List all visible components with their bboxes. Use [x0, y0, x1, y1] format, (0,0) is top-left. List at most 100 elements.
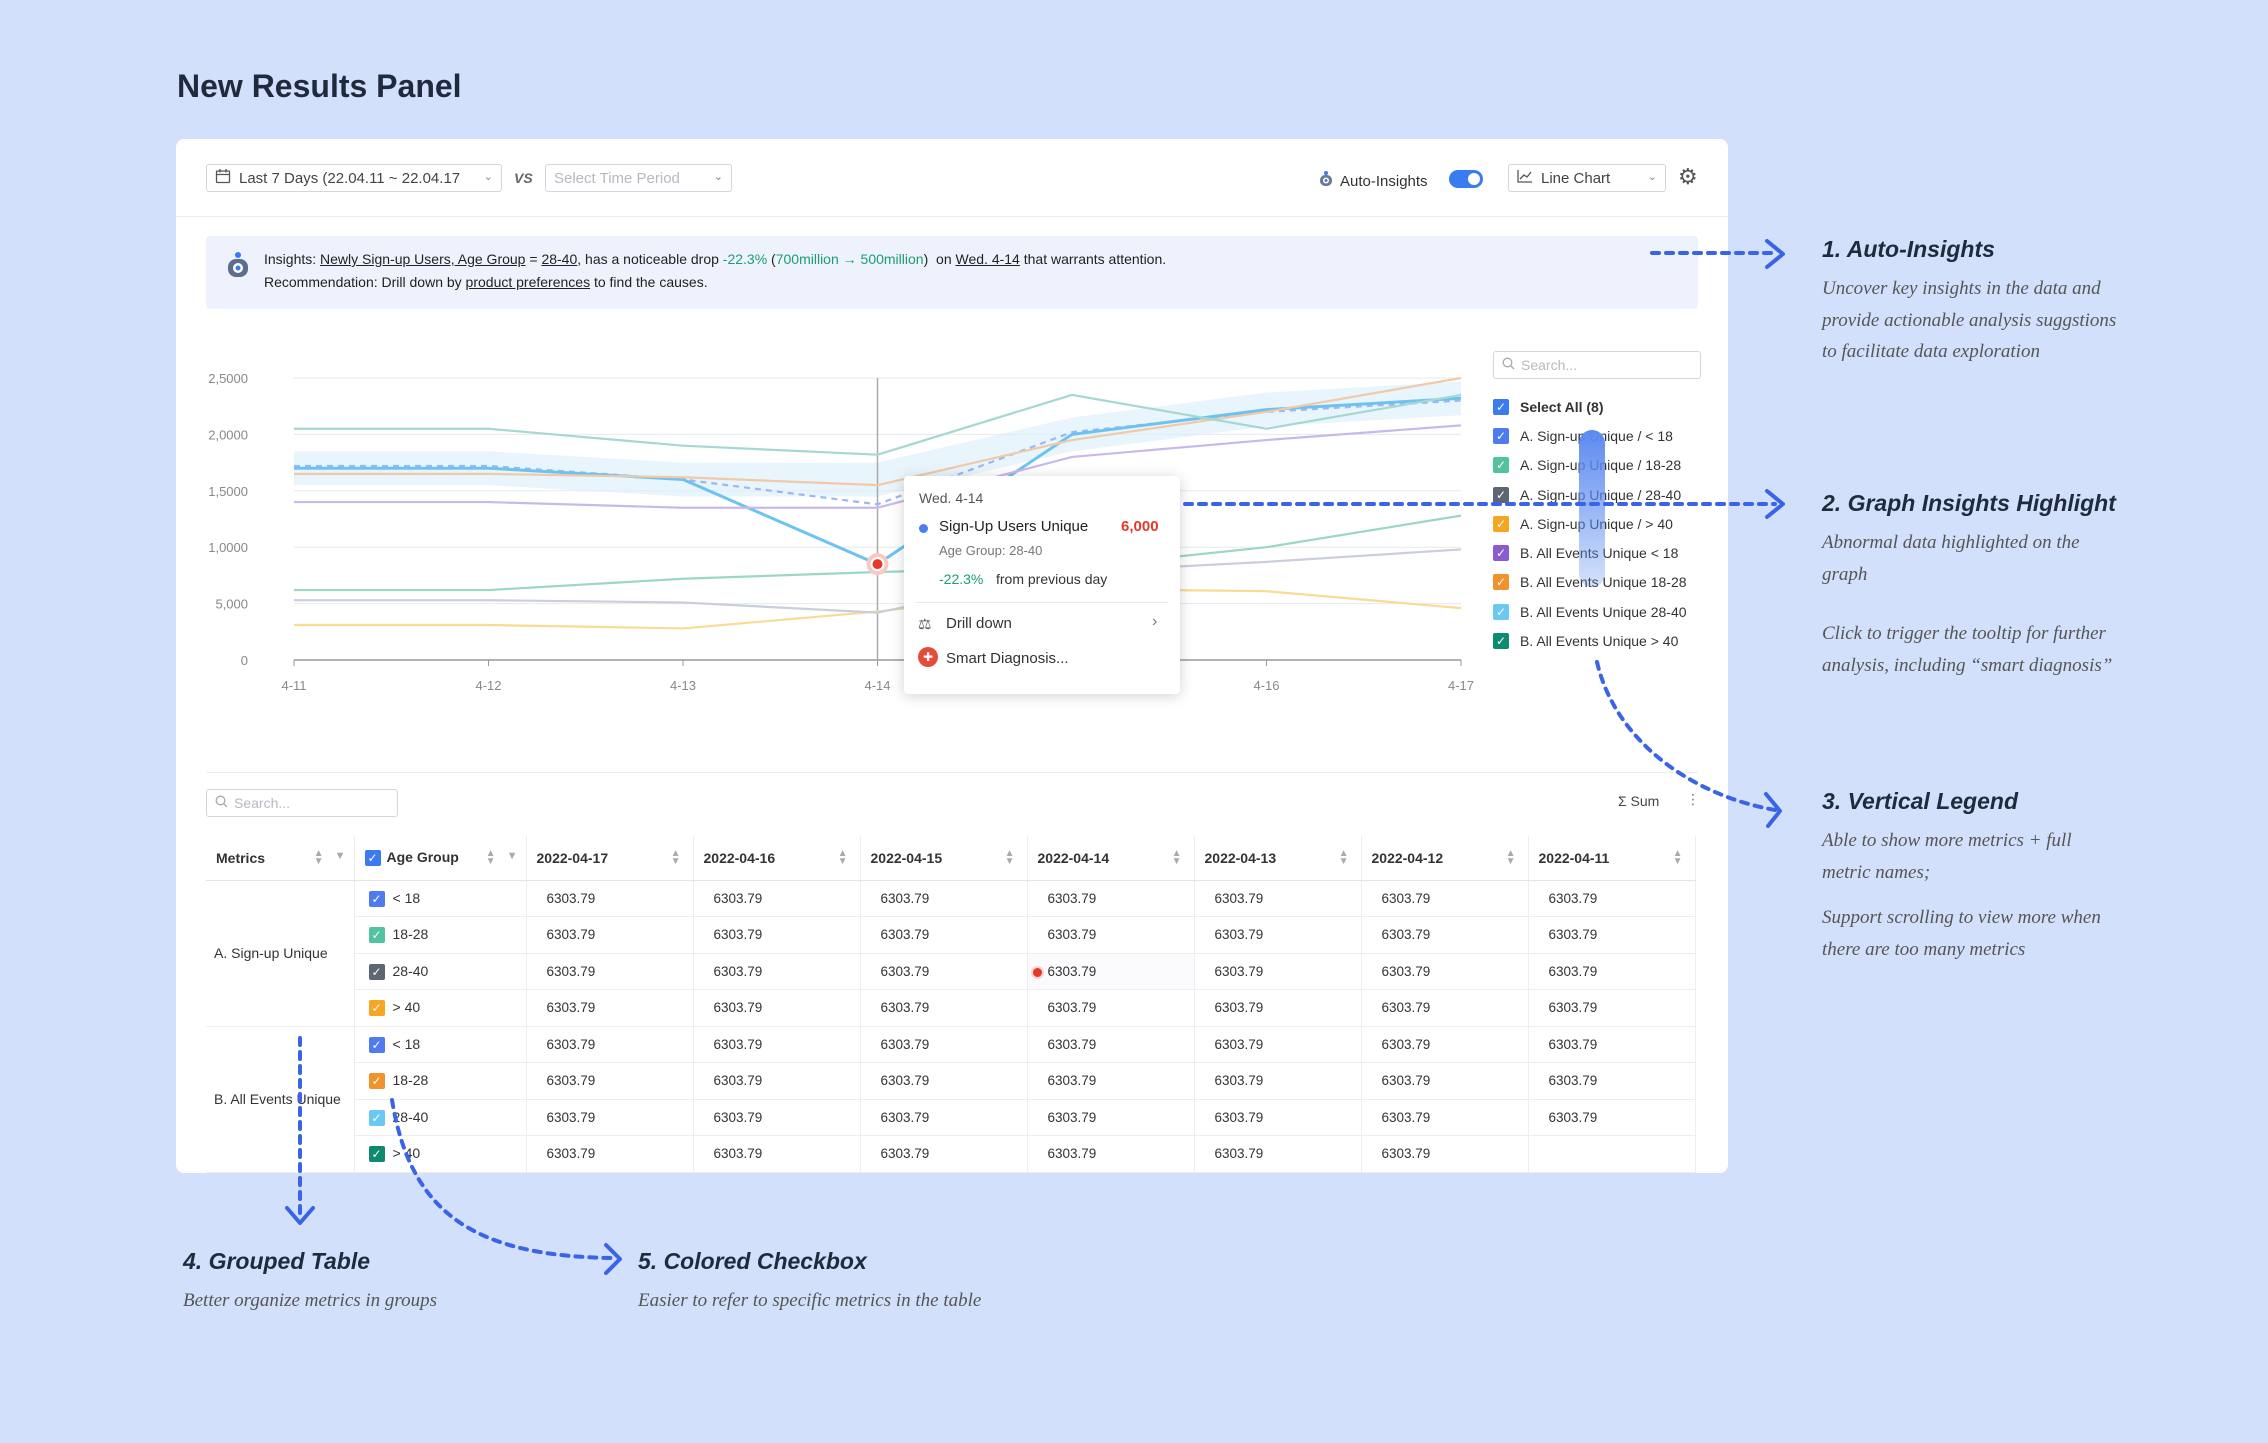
chevron-down-icon: ⌄ — [483, 171, 493, 183]
line-chart[interactable]: 0 5,000 1,0000 1,5000 2,0000 2,5000 4-11 4-12 4-… — [176, 329, 1486, 769]
date-range-select[interactable]: Last 7 Days (22.04.11 ~ 22.04.17 ⌄ — [206, 164, 502, 192]
checkbox[interactable]: ✓ — [1493, 427, 1509, 444]
value-cell: 6303.79 — [693, 989, 861, 1027]
x-tick-label: 4-17 — [1448, 678, 1474, 693]
date-column-header[interactable]: 2022-04-12 ▲ ▼ — [1361, 836, 1529, 881]
value-cell: 6303.79 — [1194, 916, 1362, 954]
age-group-link[interactable]: 28-40 — [541, 251, 578, 267]
legend-search-input[interactable]: Search... — [1493, 351, 1701, 379]
table-row: ✓ 18-28 6303.79 6303.79 6303.79 6303.79 6303.7… — [206, 1062, 1696, 1100]
sort-icon[interactable]: ▲ ▼ — [485, 848, 496, 867]
y-tick-label: 5,000 — [215, 597, 248, 612]
table-row: B. All Events Unique ✓ < 18 6303.79 6303.79 6… — [206, 1026, 1696, 1173]
checkbox[interactable]: ✓ — [1493, 633, 1509, 650]
checkbox[interactable]: ✓ — [368, 1000, 385, 1017]
auto-insights-toggle[interactable] — [1449, 170, 1483, 188]
arrowhead-icon — [1765, 239, 1785, 269]
value-cell: 6303.79 — [693, 953, 861, 990]
checkbox[interactable]: ✓ — [1493, 398, 1509, 415]
sort-icon[interactable]: ▲ ▼ — [1171, 848, 1182, 867]
value-cell: 6303.79 — [1361, 880, 1529, 917]
age-group-header[interactable]: ✓ Age Group ▲ ▼ ▼ — [354, 836, 527, 881]
data-table: Metrics ▲ ▼ ▼ ✓ Age Group ▲ ▼ ▼ 2022-04-17 ▲ ▼ 20… — [206, 836, 1696, 1173]
series-dot-icon — [919, 524, 928, 533]
value-cell: 6303.79 — [526, 880, 694, 917]
table-search-input[interactable]: Search... — [206, 789, 398, 817]
checkbox[interactable]: ✓ — [1493, 545, 1509, 562]
value-cell: 6303.79 — [860, 1135, 1028, 1173]
compare-period-select[interactable]: Select Time Period ⌄ — [545, 164, 732, 192]
date-column-header[interactable]: 2022-04-13 ▲ ▼ — [1194, 836, 1362, 881]
checkbox[interactable]: ✓ — [1493, 574, 1509, 591]
value-cell: 6303.79 — [1528, 1026, 1696, 1063]
product-preferences-link[interactable]: product preferences — [465, 274, 591, 290]
checkbox[interactable]: ✓ — [1493, 457, 1509, 474]
calendar-icon — [215, 168, 231, 188]
toolbar: Last 7 Days (22.04.11 ~ 22.04.17 ⌄ VS Se… — [176, 139, 1728, 217]
date-column-header[interactable]: 2022-04-11 ▲ ▼ — [1528, 836, 1696, 881]
checkbox[interactable]: ✓ — [368, 890, 385, 907]
metric-link[interactable]: Newly Sign-up Users, Age Group — [320, 251, 526, 267]
date-column-header[interactable]: 2022-04-16 ▲ ▼ — [693, 836, 861, 881]
value-cell: 6303.79 — [526, 953, 694, 990]
metric-group-cell: B. All Events Unique — [206, 1026, 355, 1173]
sort-icon[interactable]: ▲ ▼ — [837, 848, 848, 867]
filter-icon[interactable]: ▼ — [334, 850, 346, 862]
sort-icon[interactable]: ▲ ▼ — [1338, 848, 1349, 867]
sort-icon[interactable]: ▲ ▼ — [1505, 848, 1516, 867]
value-cell: 6303.79 — [1528, 953, 1696, 990]
sort-icon[interactable]: ▲ ▼ — [1004, 848, 1015, 867]
legend-item[interactable]: ✓ B. All Events Unique 18-28 — [1493, 568, 1708, 597]
value-cell: 6303.79 — [526, 1099, 694, 1136]
legend-scrollbar[interactable] — [1579, 430, 1605, 587]
filter-icon[interactable]: ▼ — [506, 850, 518, 862]
value-cell: 6303.79 — [860, 916, 1028, 954]
age-group-cell: ✓ > 40 — [354, 1135, 527, 1173]
gear-icon[interactable]: ⚙ — [1678, 164, 1698, 189]
checkbox[interactable]: ✓ — [368, 1109, 385, 1126]
chart-type-select[interactable]: Line Chart ⌄ — [1508, 164, 1666, 192]
checkbox[interactable]: ✓ — [368, 963, 385, 980]
metrics-header[interactable]: Metrics ▲ ▼ ▼ — [206, 836, 355, 881]
legend-item[interactable]: ✓ B. All Events Unique > 40 — [1493, 626, 1708, 655]
age-group-cell: ✓ 28-40 — [354, 953, 527, 990]
checkbox[interactable]: ✓ — [368, 927, 385, 944]
legend-item[interactable]: ✓ B. All Events Unique 28-40 — [1493, 597, 1708, 626]
checkbox[interactable]: ✓ — [368, 1036, 385, 1053]
checkbox[interactable]: ✓ — [368, 1073, 385, 1090]
sum-button[interactable]: Σ Sum — [1618, 793, 1660, 809]
divider — [206, 772, 1698, 773]
checkbox[interactable]: ✓ — [364, 850, 381, 867]
tooltip-value: 6,000 — [1121, 518, 1159, 535]
checkbox[interactable]: ✓ — [1493, 486, 1509, 503]
sort-icon[interactable]: ▲ ▼ — [313, 848, 324, 867]
sort-icon[interactable]: ▲ ▼ — [670, 848, 681, 867]
value-cell: 6303.79 — [1361, 1099, 1529, 1136]
sort-icon[interactable]: ▲ ▼ — [1672, 848, 1683, 867]
more-options-icon[interactable]: ⋮ — [1686, 791, 1700, 807]
checkbox[interactable]: ✓ — [1493, 515, 1509, 532]
drill-down-icon: ⚖ — [918, 616, 932, 633]
value-cell: 6303.79 — [1194, 1135, 1362, 1173]
date-link[interactable]: Wed. 4-14 — [955, 251, 1020, 267]
legend-select-all[interactable]: ✓ Select All (8) — [1493, 392, 1708, 421]
drill-down-item[interactable]: Drill down — [946, 615, 1012, 632]
anomaly-point — [870, 557, 885, 572]
x-tick-label: 4-13 — [670, 678, 696, 693]
x-tick-label: 4-16 — [1253, 678, 1279, 693]
y-tick-label: 1,5000 — [208, 484, 248, 499]
value-cell: 6303.79 — [860, 880, 1028, 917]
tooltip-metric: Sign-Up Users Unique — [939, 518, 1089, 535]
page-title: New Results Panel — [177, 68, 462, 104]
value-cell — [1528, 1135, 1696, 1173]
date-column-header[interactable]: 2022-04-15 ▲ ▼ — [860, 836, 1028, 881]
value-cell: 6303.79 — [1194, 1026, 1362, 1063]
date-column-header[interactable]: 2022-04-14 ▲ ▼ — [1027, 836, 1195, 881]
value-cell: 6303.79 — [1027, 1135, 1195, 1173]
date-column-header[interactable]: 2022-04-17 ▲ ▼ — [526, 836, 694, 881]
value-cell: 6303.79 — [526, 989, 694, 1027]
checkbox[interactable]: ✓ — [1493, 603, 1509, 620]
age-group-cell: ✓ 18-28 — [354, 916, 527, 954]
smart-diagnosis-item[interactable]: Smart Diagnosis... — [946, 650, 1069, 667]
checkbox[interactable]: ✓ — [368, 1146, 385, 1163]
